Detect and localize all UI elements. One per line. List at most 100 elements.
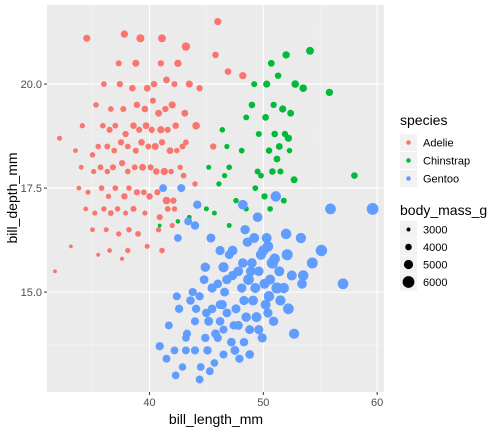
- point-adelie: [109, 164, 117, 171]
- point-adelie: [142, 210, 148, 216]
- point-gentoo: [181, 346, 190, 355]
- y-tick-label: 15.0: [21, 287, 42, 299]
- point-gentoo: [215, 316, 225, 326]
- species-legend-swatch: [406, 140, 411, 145]
- point-gentoo: [245, 350, 255, 359]
- point-gentoo: [199, 275, 209, 284]
- point-adelie: [142, 122, 150, 130]
- point-chinstrap: [258, 172, 264, 179]
- body-mass-legend-swatch: [405, 243, 412, 251]
- body-mass-legend-swatch: [402, 276, 415, 288]
- point-adelie: [155, 227, 162, 233]
- x-axis-title: bill_length_mm: [169, 411, 263, 427]
- point-chinstrap: [251, 81, 258, 88]
- point-gentoo: [235, 354, 244, 363]
- point-adelie: [90, 227, 95, 233]
- point-chinstrap: [274, 72, 282, 79]
- point-adelie: [92, 210, 98, 216]
- point-chinstrap: [226, 222, 232, 229]
- point-gentoo: [263, 308, 273, 318]
- point-adelie: [146, 193, 153, 200]
- species-legend-swatch: [406, 176, 411, 181]
- point-adelie: [183, 139, 189, 146]
- point-adelie: [85, 189, 91, 195]
- point-gentoo: [240, 224, 250, 235]
- point-gentoo: [172, 292, 181, 301]
- point-adelie: [170, 197, 177, 204]
- point-chinstrap: [286, 147, 293, 154]
- point-adelie: [120, 30, 129, 38]
- point-gentoo: [174, 304, 184, 313]
- point-gentoo: [177, 184, 186, 193]
- point-gentoo: [337, 278, 349, 290]
- point-gentoo: [178, 363, 187, 371]
- point-gentoo: [227, 337, 236, 347]
- point-adelie: [169, 222, 175, 229]
- point-chinstrap: [290, 176, 298, 184]
- point-adelie: [133, 189, 140, 196]
- point-chinstrap: [287, 109, 295, 117]
- point-chinstrap: [351, 172, 358, 179]
- point-chinstrap: [265, 147, 273, 154]
- point-chinstrap: [252, 185, 259, 192]
- point-gentoo: [215, 245, 225, 256]
- point-gentoo: [174, 234, 182, 242]
- point-chinstrap: [282, 51, 290, 59]
- species-legend-label: Gentoo: [423, 174, 459, 186]
- point-chinstrap: [157, 223, 162, 228]
- point-adelie: [162, 105, 169, 113]
- point-gentoo: [251, 312, 262, 323]
- point-gentoo: [249, 233, 260, 243]
- point-gentoo: [201, 333, 210, 343]
- point-gentoo: [203, 346, 212, 355]
- point-gentoo: [191, 304, 201, 313]
- point-gentoo: [241, 312, 251, 322]
- point-adelie: [98, 185, 105, 191]
- point-chinstrap: [277, 168, 284, 175]
- point-gentoo: [202, 308, 211, 318]
- point-adelie: [97, 164, 104, 171]
- point-chinstrap: [267, 206, 273, 212]
- point-gentoo: [195, 375, 204, 384]
- point-gentoo: [170, 346, 179, 355]
- point-adelie: [164, 206, 171, 212]
- point-adelie: [122, 130, 129, 138]
- point-adelie: [114, 206, 121, 212]
- point-gentoo: [204, 316, 214, 326]
- point-adelie: [107, 210, 114, 217]
- point-gentoo: [274, 266, 285, 277]
- y-axis-ticks: 15.0 17.5 20.0: [21, 79, 47, 299]
- point-adelie: [181, 109, 189, 117]
- point-chinstrap: [291, 80, 300, 88]
- point-chinstrap: [216, 181, 222, 187]
- point-gentoo: [218, 262, 229, 273]
- point-chinstrap: [271, 130, 278, 138]
- point-gentoo: [286, 270, 297, 281]
- point-adelie: [139, 163, 147, 171]
- point-chinstrap: [267, 59, 275, 67]
- point-adelie: [168, 101, 176, 109]
- point-gentoo: [250, 283, 261, 293]
- point-gentoo: [275, 295, 286, 306]
- point-gentoo: [224, 250, 234, 260]
- point-adelie: [224, 68, 232, 75]
- point-adelie: [136, 126, 143, 133]
- point-adelie: [148, 126, 155, 133]
- point-gentoo: [243, 274, 254, 285]
- point-gentoo: [248, 295, 259, 306]
- point-adelie: [129, 84, 136, 92]
- major-gridlines: [47, 5, 384, 392]
- point-gentoo: [283, 303, 294, 315]
- body-mass-legend-swatch: [406, 227, 411, 232]
- point-adelie: [151, 142, 159, 151]
- y-tick-label: 17.5: [21, 183, 42, 195]
- point-adelie: [83, 206, 89, 212]
- point-chinstrap: [221, 172, 228, 179]
- body-mass-legend-title: body_mass_g: [400, 202, 487, 218]
- x-tick-label: 40: [143, 397, 155, 409]
- point-adelie: [196, 85, 203, 92]
- point-gentoo: [220, 287, 230, 297]
- point-adelie: [132, 147, 139, 154]
- point-adelie: [239, 72, 247, 80]
- point-chinstrap: [269, 168, 276, 175]
